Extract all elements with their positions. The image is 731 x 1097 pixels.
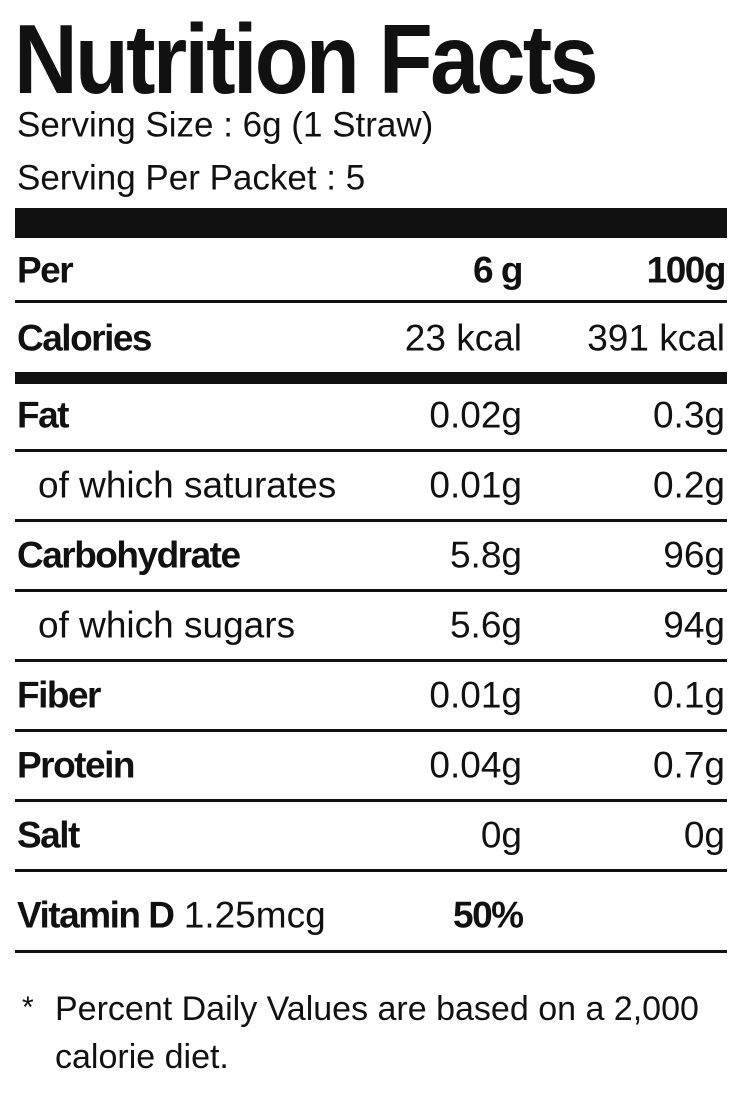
- rule: [15, 799, 727, 802]
- row-label: of which saturates: [38, 464, 337, 506]
- cell: 0g: [683, 814, 725, 856]
- rule: [15, 869, 727, 872]
- vitamin-amount: 1.25mcg: [183, 894, 326, 936]
- rule: [15, 729, 727, 732]
- column-header: 6 g: [473, 249, 523, 291]
- cell: 0.01g: [429, 674, 522, 716]
- footnote-mark: *: [22, 991, 34, 1024]
- vitamin-percent: 50%: [453, 894, 524, 936]
- rule: [15, 589, 727, 592]
- serving-size: Serving Size : 6g (1 Straw): [17, 105, 434, 145]
- rule: [15, 300, 727, 303]
- footnote: Percent Daily Values are based on a 2,00…: [55, 990, 699, 1076]
- thick-rule: [15, 372, 727, 384]
- vitamin-row: Vitamin D 1.25mcg: [17, 897, 326, 934]
- row-label: Fat: [17, 394, 70, 436]
- cell: 391 kcal: [587, 317, 725, 359]
- title: Nutrition Facts: [14, 4, 599, 114]
- cell: 5.6g: [449, 604, 522, 646]
- row-label: Carbohydrate: [17, 534, 241, 576]
- cell: 0.2g: [652, 464, 725, 506]
- row-label: Protein: [17, 744, 135, 786]
- servings: Serving Per Packet : 5: [17, 158, 366, 198]
- cell: 0.04g: [429, 744, 522, 786]
- cell: 0.1g: [652, 674, 725, 716]
- row-label: Calories: [17, 317, 153, 359]
- row-label: Fiber: [17, 674, 101, 716]
- vitamin-name: Vitamin D: [17, 894, 175, 936]
- cell: 23 kcal: [404, 317, 522, 359]
- cell: 0.01g: [429, 464, 522, 506]
- row-label: Salt: [17, 814, 80, 856]
- cell: 94g: [663, 604, 725, 646]
- rule: [15, 950, 727, 953]
- cell: 5.8g: [449, 534, 522, 576]
- rule: [15, 659, 727, 662]
- rule: [15, 519, 727, 522]
- cell: 0.7g: [652, 744, 725, 786]
- cell: 0g: [480, 814, 522, 856]
- cell: 0.3g: [652, 394, 725, 436]
- rule: [15, 449, 727, 452]
- row-label: of which sugars: [38, 604, 296, 646]
- thick-rule: [15, 208, 727, 238]
- column-header: Per: [17, 249, 74, 291]
- column-header: 100g: [646, 249, 727, 291]
- cell: 0.02g: [429, 394, 522, 436]
- cell: 96g: [663, 534, 725, 576]
